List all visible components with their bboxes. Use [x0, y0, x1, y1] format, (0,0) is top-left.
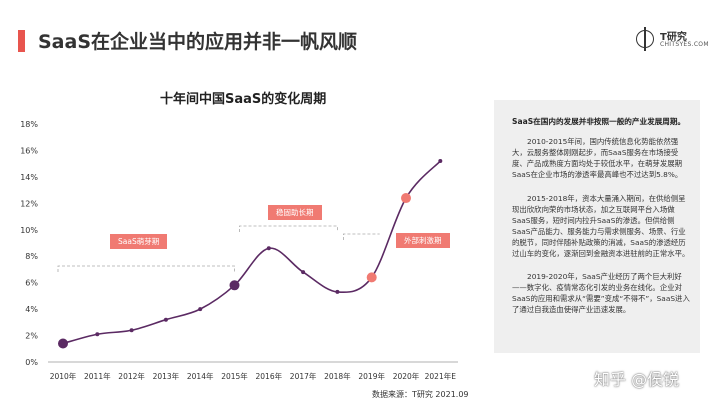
- x-tick-label: 2014年: [187, 371, 214, 381]
- x-tick-label: 2013年: [153, 371, 180, 381]
- y-tick-label: 16%: [20, 146, 38, 155]
- series-line: [62, 160, 441, 345]
- period-bracket: [342, 233, 380, 240]
- data-point: [438, 159, 443, 164]
- panel-paragraph: 2010-2015年间，国内传统信息化势能依然强大，云服务整体刚刚起步，而Saa…: [512, 137, 683, 179]
- y-tick-label: 8%: [25, 252, 38, 261]
- x-tick-label: 2015年: [221, 371, 248, 381]
- panel-heading: SaaS在国内的发展并非按照一般的产业发展周期。: [512, 117, 686, 126]
- y-tick-label: 4%: [25, 305, 38, 314]
- panel-paragraph: 2015-2018年，资本大量涌入期间，在供给侧呈现出欣欣向荣的市场状态，加之互…: [512, 194, 690, 258]
- data-point: [198, 307, 203, 312]
- title-accent-bar: [18, 30, 25, 52]
- brand-logo: T研究 CHITSYES.COM: [636, 27, 709, 54]
- y-tick-label: 6%: [25, 279, 38, 288]
- x-tick-label: 2021年E: [425, 371, 457, 381]
- data-point: [335, 289, 340, 294]
- y-tick-label: 18%: [20, 120, 38, 129]
- data-point: [301, 270, 306, 275]
- period-bracket: [239, 225, 338, 232]
- highlight-point: [58, 338, 68, 349]
- logo-text: T研究: [660, 32, 687, 43]
- x-tick-label: 2012年: [118, 371, 145, 381]
- highlight-point: [401, 193, 411, 204]
- x-tick-label: 2018年: [324, 371, 351, 381]
- page-title: SaaS在企业当中的应用并非一帆风顺: [38, 31, 358, 53]
- highlight-point: [366, 272, 377, 283]
- data-source: 数据来源：T研究 2021.09: [372, 390, 469, 399]
- annotation-steady-growth: 稳固助长期: [268, 205, 322, 220]
- y-tick-label: 0%: [25, 358, 38, 367]
- watermark: 知乎 @侯锐: [594, 370, 680, 389]
- x-tick-label: 2016年: [256, 371, 283, 381]
- y-tick-label: 10%: [20, 226, 38, 235]
- y-tick-label: 14%: [20, 173, 38, 182]
- logo-subtext: CHITSYES.COM: [660, 41, 709, 48]
- data-point: [266, 246, 271, 251]
- data-point: [95, 332, 100, 337]
- data-point: [163, 317, 168, 322]
- chart-title: 十年间中国SaaS的变化周期: [160, 92, 327, 107]
- x-tick-label: 2019年: [358, 371, 385, 381]
- highlight-point: [229, 280, 240, 291]
- side-panel: SaaS在国内的发展并非按照一般的产业发展周期。 2010-2015年间，国内传…: [494, 100, 700, 353]
- y-tick-label: 12%: [20, 199, 38, 208]
- logo-icon: [636, 27, 654, 51]
- x-tick-label: 2020年: [393, 371, 420, 381]
- period-bracket: [57, 265, 235, 272]
- x-tick-label: 2017年: [290, 371, 317, 381]
- data-point: [129, 328, 134, 333]
- annotation-external-stimulus: 外部刺激期: [396, 233, 450, 248]
- x-tick-label: 2010年: [50, 371, 77, 381]
- y-tick-label: 2%: [25, 332, 38, 341]
- panel-paragraph: 2019-2020年，SaaS产业经历了两个巨大利好——数字化、疫情常态化引发的…: [512, 272, 690, 314]
- x-tick-label: 2011年: [84, 371, 111, 381]
- annotation-saas-sprout: SaaS萌芽期: [110, 234, 168, 249]
